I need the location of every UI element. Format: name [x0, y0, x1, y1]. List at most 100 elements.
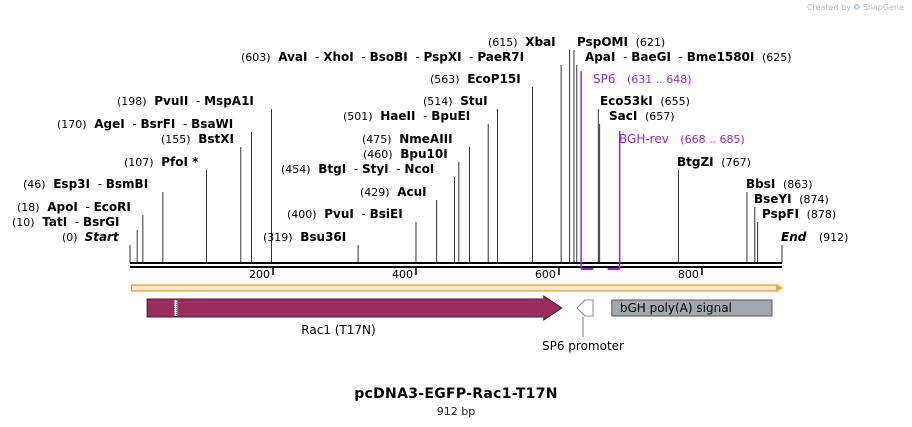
- site-position: (198): [117, 95, 147, 108]
- site-position: (400): [287, 208, 317, 221]
- site-name-separator: -: [615, 50, 631, 64]
- site-label-esp3i: (46) Esp3I - BsmBI: [23, 177, 148, 191]
- site-name-separator: -: [354, 207, 370, 221]
- enzyme-name: XhoI: [323, 50, 354, 64]
- site-position: (655): [660, 95, 690, 108]
- enzyme-name: PfoI *: [161, 155, 199, 169]
- label-gap: [754, 50, 762, 64]
- site-position: (10): [12, 216, 35, 229]
- enzyme-name: Bsu36I: [300, 230, 346, 244]
- site-label-bseyi: BseYI (874): [754, 192, 829, 206]
- label-gap: [373, 109, 381, 123]
- enzyme-name: Esp3I: [53, 177, 90, 191]
- site-name-separator: -: [175, 117, 191, 131]
- label-gap: [792, 192, 800, 206]
- enzyme-name: PspFI: [762, 207, 799, 221]
- site-name-separator: -: [188, 94, 204, 108]
- site-name-separator: -: [67, 215, 83, 229]
- site-label-btgi: (454) BtgI - StyI - NcoI: [281, 162, 434, 176]
- site-label-pspfi: PspFI (878): [762, 207, 836, 221]
- site-label-haeii: (501) HaeII - BpuEI: [343, 109, 470, 123]
- site-name-separator: -: [90, 177, 106, 191]
- primer-name: BGH-rev: [619, 132, 680, 146]
- site-label-acui: (429) AcuI: [360, 185, 427, 199]
- site-position: (621): [636, 36, 666, 49]
- enzyme-name: AcuI: [397, 185, 426, 199]
- enzyme-name: PvuI: [324, 207, 354, 221]
- enzyme-name: AvaI: [278, 50, 307, 64]
- enzyme-name: BsrGI: [83, 215, 120, 229]
- site-label-ecop15i: (563) EcoP15I: [430, 72, 521, 86]
- site-label-avai: (603) AvaI - XhoI - BsoBI - PspXI - PaeR…: [241, 50, 524, 64]
- site-label-btgzi: BtgZI (767): [677, 155, 751, 169]
- site-label-bpu10i: (460) Bpu10I: [363, 147, 448, 161]
- site-label-pvui: (400) PvuI - BsiEI: [287, 207, 403, 221]
- site-position: (460): [363, 148, 393, 161]
- site-position: (657): [645, 110, 675, 123]
- enzyme-name: ApaI: [585, 50, 615, 64]
- label-gap: [392, 132, 400, 146]
- enzyme-name: NcoI: [404, 162, 434, 176]
- site-label-agei: (170) AgeI - BsrFI - BsaWI: [57, 117, 233, 131]
- label-gap: [453, 94, 461, 108]
- site-name-separator: -: [125, 117, 141, 131]
- enzyme-name: BsoBI: [370, 50, 408, 64]
- start-label: (0) Start: [62, 230, 120, 244]
- orf-arrow-body: [130, 284, 779, 292]
- end-position: (912): [819, 231, 849, 244]
- label-gap: [460, 72, 468, 86]
- site-position: (501): [343, 110, 373, 123]
- site-position: (863): [783, 178, 813, 191]
- label-gap: [87, 117, 95, 131]
- enzyme-name: PspOMI: [577, 35, 628, 49]
- site-name-separator: -: [408, 50, 424, 64]
- end-label: End (912): [781, 230, 848, 244]
- site-position: (319): [263, 231, 293, 244]
- site-position: (874): [799, 193, 829, 206]
- rac1-feature-mark: [174, 300, 178, 316]
- site-name-separator: -: [346, 162, 362, 176]
- enzyme-name: Bpu10I: [400, 147, 447, 161]
- site-position: (625): [762, 51, 792, 64]
- label-gap: [40, 200, 48, 214]
- credit-brand: SnapGene: [862, 3, 904, 12]
- site-label-xbai: (615) XbaI: [488, 35, 556, 49]
- end-name: End: [781, 230, 819, 244]
- site-name-separator: -: [415, 109, 431, 123]
- site-position: (107): [124, 156, 154, 169]
- enzyme-name: BpuEI: [431, 109, 470, 123]
- enzyme-name: BseYI: [754, 192, 792, 206]
- start-name: Start: [85, 230, 120, 244]
- site-name-separator: -: [671, 50, 687, 64]
- site-name-separator: -: [354, 50, 370, 64]
- ruler-tick-label: 800: [678, 268, 699, 281]
- enzyme-name: BstXI: [198, 132, 234, 146]
- label-gap: [46, 177, 54, 191]
- plasmid-title: pcDNA3-EGFP-Rac1-T17N: [354, 386, 558, 402]
- label-gap: [293, 230, 301, 244]
- label-gap: [775, 177, 783, 191]
- site-label-pspomi: PspOMI (621): [577, 35, 665, 49]
- orf-arrow-head: [776, 284, 783, 292]
- label-gap: [317, 207, 325, 221]
- enzyme-name: XbaI: [525, 35, 555, 49]
- sp6-promoter-arrow: [576, 299, 594, 317]
- site-position: (454): [281, 163, 311, 176]
- label-gap: [714, 155, 722, 169]
- enzyme-name: HaeII: [380, 109, 415, 123]
- site-position: (603): [241, 51, 271, 64]
- enzyme-name: BtgZI: [677, 155, 714, 169]
- primer-label-bghrev: BGH-rev (668 .. 685): [619, 132, 745, 146]
- site-label-nmeaiii: (475) NmeAIII: [362, 132, 453, 146]
- label-gap: [799, 207, 807, 221]
- enzyme-name: BbsI: [746, 177, 775, 191]
- site-position: (615): [488, 36, 518, 49]
- primer-range: (668 .. 685): [680, 133, 745, 146]
- start-position: (0): [62, 231, 85, 244]
- site-position: (767): [721, 156, 751, 169]
- site-label-saci: SacI (657): [609, 109, 675, 123]
- enzyme-name: EcoP15I: [467, 72, 521, 86]
- label-gap: [518, 35, 526, 49]
- bgh-feature-box: [611, 299, 773, 317]
